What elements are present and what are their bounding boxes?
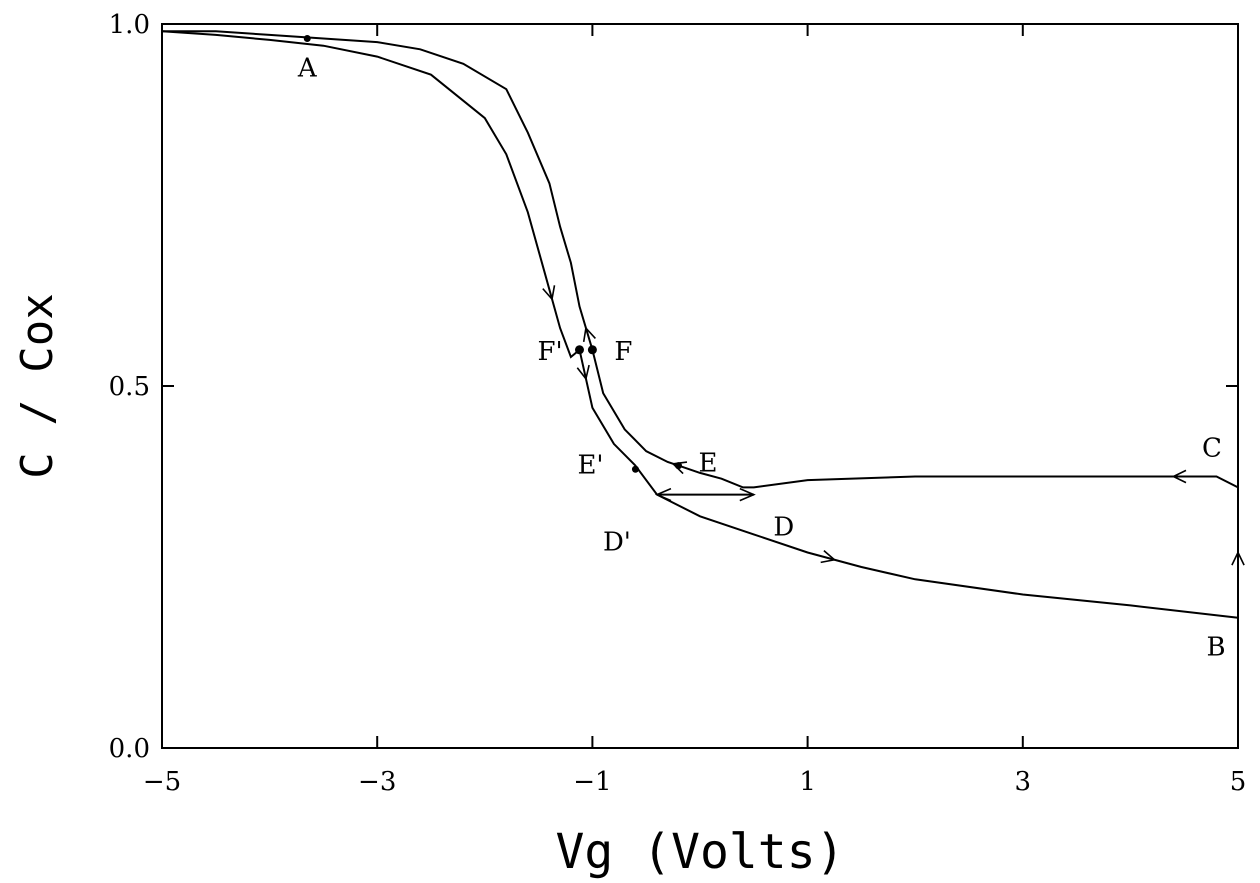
point-label-0: A xyxy=(297,53,318,83)
x-tick-label-5: 5 xyxy=(1230,767,1247,797)
y-axis-label: C / Cox xyxy=(12,293,63,478)
direction-arrows xyxy=(542,285,1245,566)
series-line-1 xyxy=(161,30,1239,619)
x-tick-label-1: −3 xyxy=(358,767,396,797)
y-tick-label-1: 0.5 xyxy=(109,372,150,402)
y-tick-label-2: 1.0 xyxy=(109,10,150,40)
point-label-6: E' xyxy=(577,450,603,480)
series-line-3 xyxy=(162,30,1239,489)
x-tick-label-4: 3 xyxy=(1015,767,1032,797)
point-label-3: D xyxy=(773,512,794,542)
y-tick-label-0: 0.0 xyxy=(109,734,150,764)
arrow-left-e xyxy=(671,461,688,475)
arrow-down-2 xyxy=(576,364,590,381)
axis-ticks xyxy=(161,23,1239,749)
x-tick-label-2: −1 xyxy=(573,767,611,797)
point-marker-0 xyxy=(303,34,311,42)
point-label-2: C xyxy=(1202,434,1222,464)
point-marker-5 xyxy=(674,462,682,470)
plot-frame xyxy=(161,23,1239,749)
arrow-right xyxy=(820,549,837,564)
arrow-down-1 xyxy=(542,285,556,301)
x-tick-label-0: −5 xyxy=(143,767,181,797)
x-tick-label-3: 1 xyxy=(799,767,816,797)
point-marker-6 xyxy=(631,465,639,473)
x-axis-label: Vg (Volts) xyxy=(556,824,845,880)
arrow-d-left xyxy=(654,487,672,502)
point-label-5: E xyxy=(698,449,717,479)
point-label-7: F xyxy=(614,337,632,367)
arrow-up-f xyxy=(582,326,596,343)
point-label-8: F' xyxy=(537,337,562,367)
arrow-up xyxy=(1231,550,1245,566)
point-marker-7 xyxy=(587,345,597,355)
labeled-points: A B C D D' E E' F F' xyxy=(297,34,1226,663)
arrow-left xyxy=(1171,469,1187,484)
arrow-d-right xyxy=(739,487,756,502)
tick-labels: −5 −3 −1 1 3 5 0.0 0.5 1.0 xyxy=(109,10,1247,797)
curves xyxy=(161,30,1239,619)
point-marker-8 xyxy=(574,345,584,355)
point-label-1: B xyxy=(1206,633,1225,663)
point-label-4: D' xyxy=(603,528,631,558)
